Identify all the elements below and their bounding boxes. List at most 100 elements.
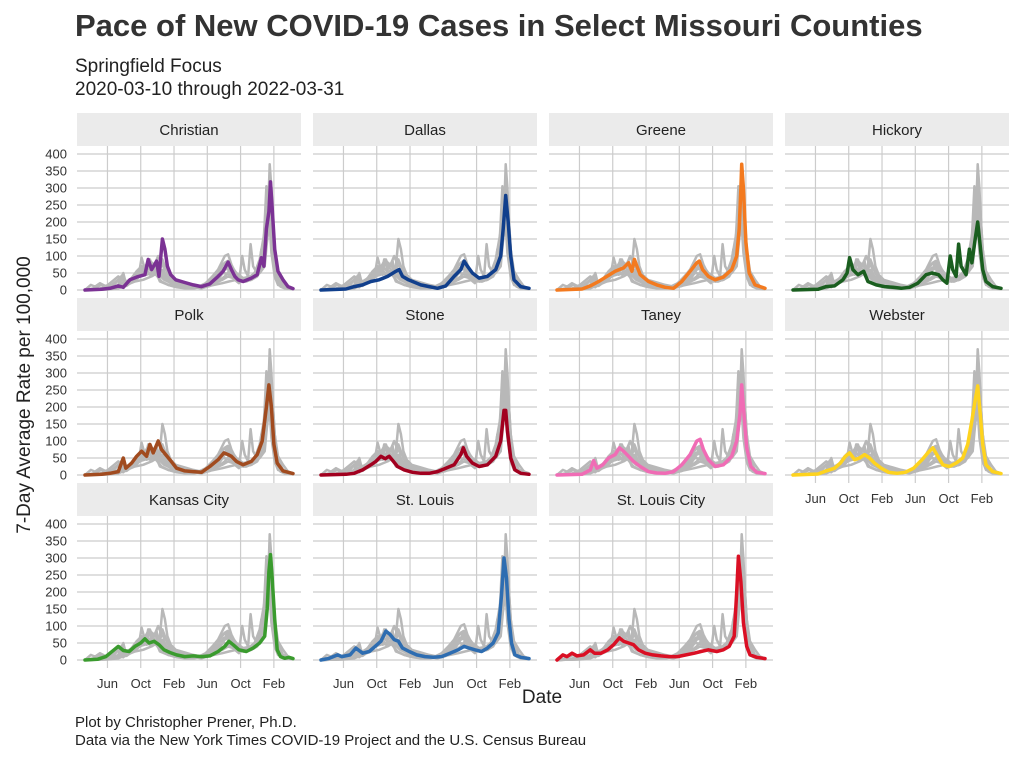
y-tick-label: 350 — [45, 534, 67, 549]
strip-label-st-louis-city: St. Louis City — [617, 492, 706, 509]
caption-line-1: Plot by Christopher Prener, Ph.D. — [75, 714, 297, 731]
panel-hickory: Hickory — [785, 113, 1009, 298]
background-series-kansas-city — [792, 368, 1002, 477]
x-tick-label: Oct — [702, 676, 723, 691]
series-line-st-louis — [319, 556, 531, 662]
strip-label-stone: Stone — [405, 307, 444, 324]
strip-label-st-louis: St. Louis — [396, 492, 454, 509]
x-tick-label: Oct — [466, 676, 487, 691]
background-series-kansas-city — [84, 368, 294, 477]
y-tick-label: 100 — [45, 434, 67, 449]
y-tick-label: 200 — [45, 215, 67, 230]
strip-greene — [549, 113, 773, 146]
panel-kansas-city: Kansas City 0 50 100 150 200 250 300 350 400 Jun Oc… — [45, 483, 301, 691]
strip-label-hickory: Hickory — [872, 122, 923, 139]
x-tick-label: Feb — [263, 676, 285, 691]
y-tick-label: 200 — [45, 585, 67, 600]
background-series-kansas-city — [556, 553, 766, 662]
y-tick-label: 50 — [53, 636, 67, 651]
series-line-dallas — [319, 193, 531, 292]
series-line-taney — [555, 383, 767, 477]
background-series-st-louis-city — [320, 555, 530, 661]
background-series-christian — [320, 365, 530, 477]
background-series-st-louis-city — [320, 185, 530, 291]
strip-stone — [313, 298, 537, 331]
strip-label-polk: Polk — [174, 307, 204, 324]
background-series-christian — [556, 365, 766, 477]
series-line-kansas-city — [83, 552, 295, 662]
series-line-greene — [555, 162, 767, 292]
background-series-st-louis-city — [556, 185, 766, 291]
y-tick-label: 100 — [45, 619, 67, 634]
x-tick-label: Oct — [839, 491, 860, 506]
y-tick-label: 150 — [45, 602, 67, 617]
y-tick-label: 300 — [45, 551, 67, 566]
x-tick-label: Oct — [603, 676, 624, 691]
y-tick-label: 0 — [60, 653, 67, 668]
strip-st-louis — [313, 483, 537, 516]
background-series-kansas-city — [792, 183, 1002, 292]
series-line-webster — [791, 384, 1003, 477]
strip-taney — [549, 298, 773, 331]
background-series-st-louis-city — [320, 370, 530, 476]
background-series-christian — [792, 365, 1002, 477]
x-tick-label: Jun — [669, 676, 690, 691]
y-tick-label: 100 — [45, 249, 67, 264]
y-tick-label: 250 — [45, 568, 67, 583]
x-tick-label: Oct — [938, 491, 959, 506]
x-tick-label: Jun — [97, 676, 118, 691]
strip-kansas-city — [77, 483, 301, 516]
panel-webster: Webster Jun Oct Feb Jun Oct Feb — [785, 298, 1009, 506]
strip-label-webster: Webster — [869, 307, 925, 324]
x-tick-label: Jun — [569, 676, 590, 691]
background-series-christian — [792, 180, 1002, 292]
strip-label-kansas-city: Kansas City — [149, 492, 230, 509]
x-tick-label: Feb — [399, 676, 421, 691]
chart-title: Pace of New COVID-19 Cases in Select Mis… — [75, 8, 923, 43]
strip-label-taney: Taney — [641, 307, 682, 324]
background-series-kansas-city — [556, 183, 766, 292]
y-tick-label: 250 — [45, 198, 67, 213]
y-tick-label: 400 — [45, 332, 67, 347]
strip-label-greene: Greene — [636, 122, 686, 139]
y-tick-label: 200 — [45, 400, 67, 415]
panel-greene: Greene — [549, 113, 773, 298]
x-axis-title: Date — [522, 687, 562, 708]
panel-st-louis-city: St. Louis City Jun Oct Feb Jun Oct Feb — [549, 483, 773, 691]
series-line-polk — [83, 383, 295, 477]
panel-stone: Stone — [313, 298, 537, 483]
background-series-kansas-city — [320, 553, 530, 662]
panel-taney: Taney — [549, 298, 773, 483]
y-tick-label: 50 — [53, 266, 67, 281]
x-tick-label: Jun — [805, 491, 826, 506]
background-series-christian — [84, 550, 294, 662]
series-line-stone — [319, 408, 531, 477]
x-tick-label: Jun — [333, 676, 354, 691]
subtitle-line-2: 2020-03-10 through 2022-03-31 — [75, 79, 345, 100]
panels-layer: Christian 0 50 100 150 200 250 300 350 400 Dallas G… — [45, 113, 1009, 691]
background-series-kansas-city — [84, 183, 294, 292]
background-series-st-louis-city — [84, 185, 294, 291]
background-series-st-louis-city — [792, 370, 1002, 476]
panel-dallas: Dallas — [313, 113, 537, 298]
y-tick-label: 350 — [45, 349, 67, 364]
background-series-st-louis-city — [792, 185, 1002, 291]
strip-st-louis-city — [549, 483, 773, 516]
background-series-christian — [320, 550, 530, 662]
x-tick-label: Feb — [163, 676, 185, 691]
strip-polk — [77, 298, 301, 331]
y-tick-label: 300 — [45, 181, 67, 196]
background-series-christian — [556, 180, 766, 292]
x-tick-label: Jun — [905, 491, 926, 506]
y-tick-label: 300 — [45, 366, 67, 381]
series-line-hickory — [791, 220, 1003, 292]
strip-christian — [77, 113, 301, 146]
background-series-kansas-city — [320, 183, 530, 292]
caption-line-2: Data via the New York Times COVID-19 Pro… — [75, 732, 587, 749]
strip-hickory — [785, 113, 1009, 146]
y-tick-label: 0 — [60, 468, 67, 483]
x-tick-label: Feb — [635, 676, 657, 691]
x-tick-label: Feb — [499, 676, 521, 691]
y-tick-label: 50 — [53, 451, 67, 466]
